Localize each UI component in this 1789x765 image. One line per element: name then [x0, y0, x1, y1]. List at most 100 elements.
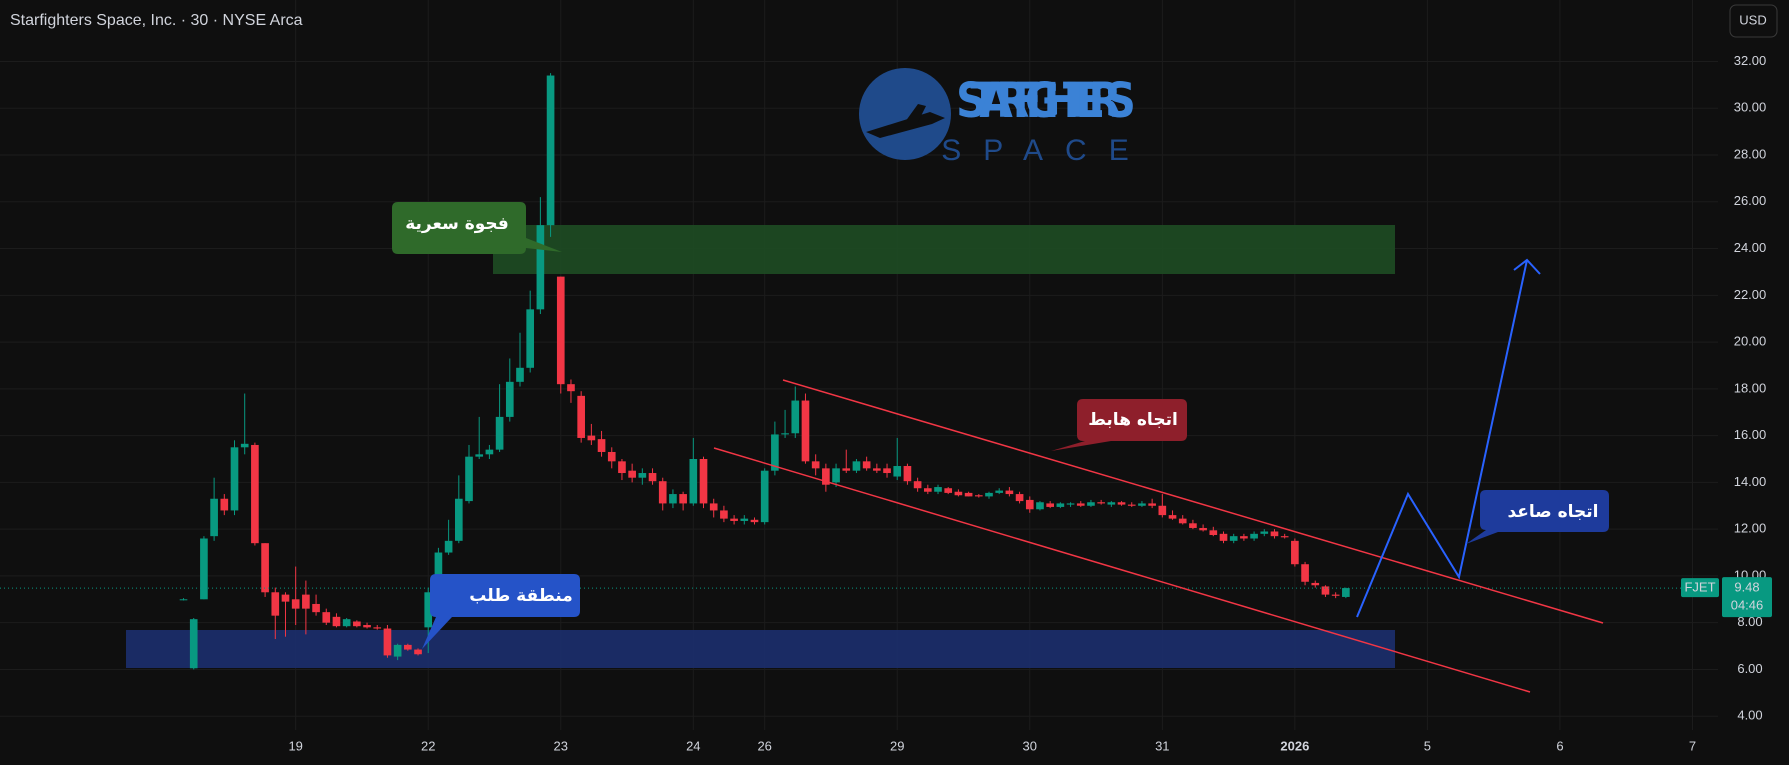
candle-body [1148, 503, 1156, 506]
demand-zone [126, 630, 1395, 668]
candle-body [1066, 503, 1075, 505]
candle-body [832, 468, 840, 483]
candle-body [669, 494, 677, 504]
candle-body [1291, 540, 1299, 565]
candle-body [1015, 494, 1024, 502]
downtrend-callout: اتجاه هابط [1051, 399, 1187, 451]
y-tick-label: 18.00 [1734, 380, 1767, 395]
candle-body [801, 400, 810, 462]
candle-body [353, 621, 361, 627]
demand-callout: منطقة طلب [422, 574, 580, 649]
candle-body [434, 552, 443, 593]
candle-body [760, 470, 769, 523]
candle-body [393, 644, 402, 657]
candle-body [1240, 536, 1248, 539]
logo-line2: SPACE [941, 134, 1150, 167]
candle-body [302, 594, 310, 609]
candle-body [526, 309, 535, 368]
x-tick-label: 23 [554, 738, 568, 753]
candle-body [1270, 531, 1279, 537]
candle-body [383, 628, 392, 656]
price-label: 9.48 [1734, 580, 1759, 595]
candle-body [750, 519, 759, 523]
projection-path [1356, 259, 1528, 618]
candle-body [505, 381, 514, 417]
candle-body [454, 498, 463, 541]
x-tick-label: 24 [686, 738, 700, 753]
candle-body [1189, 523, 1197, 528]
x-tick-label: 31 [1155, 738, 1169, 753]
candle-body [1076, 503, 1085, 506]
candle-body [740, 518, 749, 521]
price-gap-zone [493, 225, 1395, 274]
x-tick-label: 19 [288, 738, 302, 753]
candle-body [1260, 531, 1269, 534]
y-tick-label: 14.00 [1734, 474, 1767, 489]
x-tick-label: 2026 [1280, 738, 1309, 753]
candle-body [1331, 594, 1340, 596]
candle-body [251, 444, 259, 544]
demand-label: منطقة طلب [469, 586, 572, 606]
candle-body [1158, 505, 1167, 516]
candle-body [261, 543, 269, 593]
channel-bottom [713, 447, 1531, 693]
candle-body [189, 619, 198, 669]
candle-body [1301, 564, 1309, 582]
candle-body [577, 395, 585, 438]
candle-body [322, 612, 331, 623]
candle-body [944, 488, 953, 493]
y-tick-label: 12.00 [1734, 521, 1767, 536]
candle-body [1199, 527, 1207, 531]
candle-body [597, 439, 606, 452]
candle-body [628, 470, 636, 478]
gap-label: فجوة سعرية [405, 214, 509, 234]
symbol-label: FJET [1684, 580, 1715, 595]
currency[interactable]: USD [1739, 12, 1766, 27]
candle-body [1056, 503, 1065, 507]
candle-body [424, 592, 433, 628]
candle-body [1219, 533, 1228, 541]
axes: 4.006.008.0010.0012.0014.0016.0018.0020.… [288, 53, 1772, 753]
logo: STARFIGHTERS SPACE [859, 68, 1150, 167]
x-tick-label: 30 [1023, 738, 1037, 753]
y-tick-label: 4.00 [1737, 708, 1762, 723]
y-tick-label: 24.00 [1734, 240, 1767, 255]
logo-line1: STARFIGHTERS [956, 73, 1136, 129]
candle-body [556, 276, 565, 385]
candle-body [791, 400, 800, 434]
candle-body [516, 367, 524, 382]
candle-body [883, 468, 891, 474]
candle-body [1342, 588, 1350, 597]
candle-body [709, 503, 718, 511]
candle-body [220, 498, 229, 511]
candle-body [495, 416, 504, 450]
currency-box[interactable] [1729, 4, 1778, 38]
x-tick-label: 5 [1424, 738, 1431, 753]
candle-body [1138, 503, 1146, 506]
candle-body [903, 466, 912, 482]
candle-body [995, 490, 1004, 493]
candle-body [332, 616, 341, 627]
candle-body [638, 473, 647, 478]
candle-body [475, 454, 484, 457]
candle-body [679, 494, 687, 504]
candle-body [1250, 533, 1258, 539]
x-tick-label: 26 [757, 738, 771, 753]
candle-body [974, 495, 983, 497]
price-tag [1722, 577, 1772, 618]
candle-body [179, 599, 188, 601]
candle-body [607, 451, 616, 462]
candle-body [567, 384, 575, 392]
candle-body [342, 619, 351, 627]
countdown-label: 04:46 [1731, 598, 1764, 613]
candle-body [444, 540, 453, 553]
candle-body [618, 461, 626, 474]
candle-body [414, 649, 422, 655]
candle-body [546, 75, 555, 226]
candle-body [720, 510, 728, 519]
candle-body [873, 468, 881, 471]
candle-body [985, 492, 993, 497]
y-tick-label: 30.00 [1734, 100, 1767, 115]
candle-body [271, 592, 280, 616]
candle-body [200, 538, 208, 600]
